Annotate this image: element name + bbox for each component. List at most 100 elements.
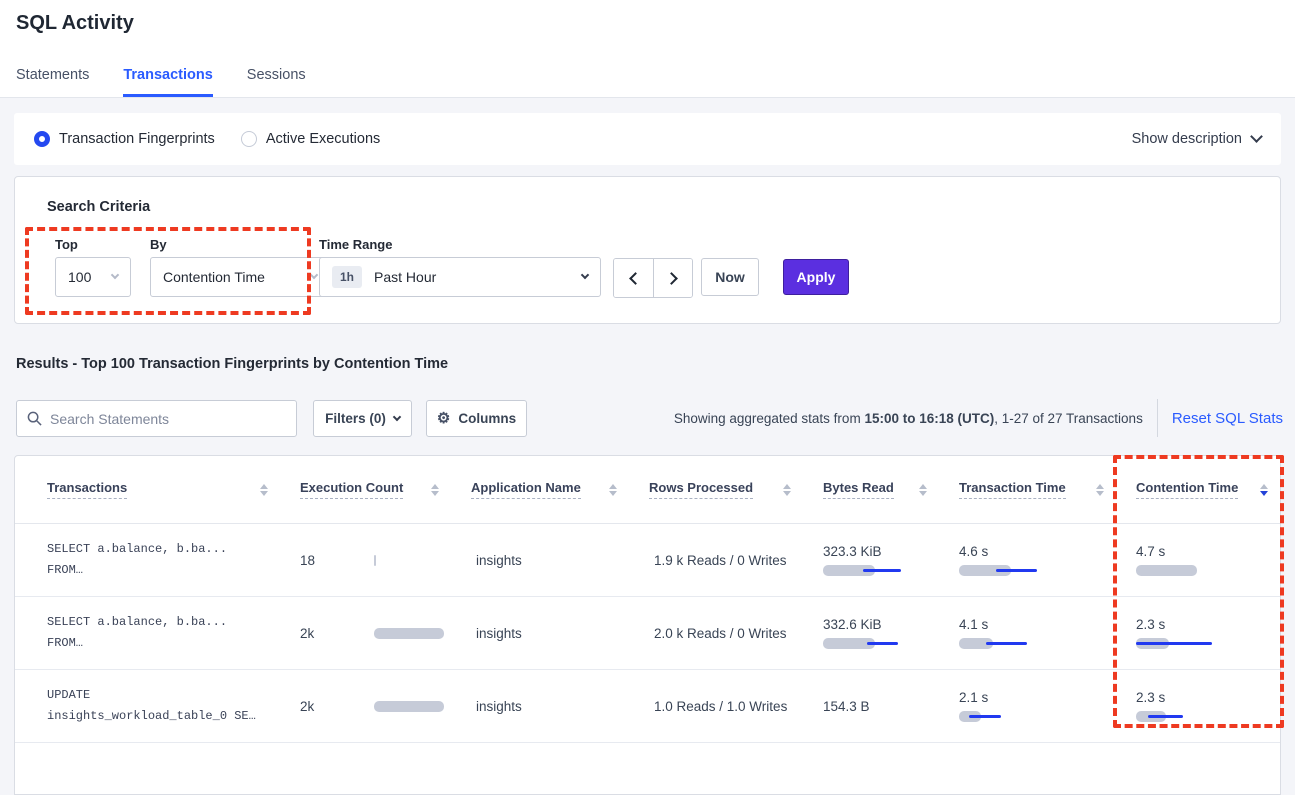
table-row: SELECT a.balance, b.ba... FROM… 2k insig…	[15, 597, 1280, 670]
transaction-time-bar	[959, 565, 1051, 576]
sort-icon[interactable]	[260, 483, 268, 496]
transaction-time-value: 4.1 s	[959, 617, 989, 632]
filters-label: Filters (0)	[325, 411, 386, 426]
execution-count-value: 2k	[300, 698, 315, 714]
time-range-dropdown[interactable]: 1h Past Hour	[319, 257, 601, 297]
transaction-fingerprint-link[interactable]: SELECT a.balance, b.ba... FROM…	[47, 612, 300, 654]
execution-count-value: 18	[300, 552, 316, 568]
transaction-time-value: 2.1 s	[959, 690, 989, 705]
column-header-contention-time[interactable]: Contention Time	[1136, 480, 1280, 499]
aggregated-stats-text: Showing aggregated stats from 15:00 to 1…	[674, 411, 1143, 426]
apply-button[interactable]: Apply	[783, 259, 849, 295]
tab-statements[interactable]: Statements	[16, 67, 90, 83]
reset-sql-stats-link[interactable]: Reset SQL Stats	[1171, 409, 1283, 427]
contention-time-value: 2.3 s	[1136, 617, 1166, 632]
application-name-value: insights	[476, 552, 522, 568]
vertical-divider	[1156, 399, 1158, 437]
top-select-value: 100	[68, 269, 92, 285]
radio-active-executions[interactable]: Active Executions	[240, 131, 381, 147]
transaction-fingerprint-link[interactable]: SELECT a.balance, b.ba... FROM…	[47, 539, 300, 581]
gear-icon: ⚙	[436, 410, 451, 427]
filters-button[interactable]: Filters (0)	[313, 400, 412, 437]
top-select[interactable]: 100	[55, 257, 131, 297]
column-header-application-name[interactable]: Application Name	[471, 480, 649, 499]
stats-suffix: , 1-27 of 27 Transactions	[994, 410, 1143, 426]
time-range-label: Time Range	[319, 237, 393, 252]
column-label: Contention Time	[1136, 480, 1239, 499]
by-label: By	[150, 237, 167, 252]
show-description-label: Show description	[1131, 131, 1242, 147]
view-toggle-bar: Transaction Fingerprints Active Executio…	[14, 113, 1281, 165]
query-line: insights_workload_table_0 SE…	[47, 709, 256, 723]
column-header-transaction-time[interactable]: Transaction Time	[959, 480, 1136, 499]
columns-button[interactable]: ⚙ Columns	[426, 400, 527, 437]
execution-count-cell: 2k	[300, 626, 471, 641]
query-line: SELECT a.balance, b.ba...	[47, 615, 228, 629]
prev-time-range-button[interactable]	[614, 259, 653, 297]
stats-range: 15:00 to 16:18 (UTC)	[864, 410, 995, 426]
table-row: UPDATE insights_workload_table_0 SE… 2k …	[15, 670, 1280, 743]
transaction-time-bar	[959, 711, 1051, 722]
sort-icon-active-desc[interactable]	[1260, 483, 1268, 496]
rows-processed-value: 1.9 k Reads / 0 Writes	[654, 552, 787, 568]
results-heading: Results - Top 100 Transaction Fingerprin…	[16, 356, 449, 372]
search-statements-box	[16, 400, 297, 437]
tab-transactions[interactable]: Transactions	[123, 67, 213, 97]
sort-icon[interactable]	[919, 483, 927, 496]
radio-unselected-icon	[240, 131, 257, 147]
tab-sessions[interactable]: Sessions	[246, 67, 306, 83]
show-description-toggle[interactable]: Show description	[1131, 130, 1263, 147]
contention-time-value: 2.3 s	[1136, 690, 1166, 705]
execution-count-cell: 2k	[300, 699, 471, 714]
radio-label: Active Executions	[265, 131, 381, 147]
search-statements-input[interactable]	[50, 410, 286, 427]
time-range-value: Past Hour	[374, 269, 437, 285]
contention-time-bar	[1136, 565, 1228, 576]
transactions-table: Transactions Execution Count Application…	[14, 455, 1281, 795]
next-time-range-button[interactable]	[653, 259, 692, 297]
column-header-bytes-read[interactable]: Bytes Read	[823, 480, 959, 499]
sort-icon[interactable]	[1096, 483, 1104, 496]
query-line: FROM…	[47, 563, 84, 577]
column-label: Transaction Time	[959, 480, 1066, 499]
transaction-time-bar	[959, 638, 1051, 649]
bytes-read-cell: 323.3 KiB	[823, 544, 959, 576]
column-header-rows-processed[interactable]: Rows Processed	[649, 480, 823, 499]
sort-icon[interactable]	[431, 483, 439, 496]
column-label: Bytes Read	[823, 480, 894, 499]
page-title: SQL Activity	[16, 12, 134, 34]
radio-transaction-fingerprints[interactable]: Transaction Fingerprints	[34, 131, 215, 147]
chevron-down-icon	[110, 270, 120, 279]
column-header-transactions[interactable]: Transactions	[47, 480, 300, 499]
bytes-read-cell: 154.3 B	[823, 699, 959, 714]
chevron-left-icon	[628, 271, 642, 285]
sort-icon[interactable]	[609, 483, 617, 496]
query-line: SELECT a.balance, b.ba...	[47, 542, 228, 556]
bytes-read-cell: 332.6 KiB	[823, 617, 959, 649]
transaction-fingerprint-link[interactable]: UPDATE insights_workload_table_0 SE…	[47, 685, 300, 727]
chevron-down-icon	[1250, 130, 1263, 143]
search-icon	[27, 411, 42, 426]
table-row: SELECT a.balance, b.ba... FROM… 18 insig…	[15, 524, 1280, 597]
time-range-badge: 1h	[332, 266, 363, 288]
chevron-down-icon	[392, 412, 402, 422]
contention-time-value: 4.7 s	[1136, 544, 1166, 559]
column-header-execution-count[interactable]: Execution Count	[300, 480, 471, 499]
now-button[interactable]: Now	[701, 258, 759, 296]
execution-count-bar	[374, 554, 466, 566]
stats-bar: Showing aggregated stats from 15:00 to 1…	[674, 398, 1283, 438]
execution-count-cell: 18	[300, 553, 471, 568]
search-criteria-heading: Search Criteria	[47, 199, 151, 215]
sort-icon[interactable]	[783, 483, 791, 496]
contention-time-cell: 4.7 s	[1136, 544, 1280, 576]
application-name-value: insights	[476, 698, 522, 714]
rows-processed-value: 2.0 k Reads / 0 Writes	[654, 625, 787, 641]
contention-time-cell: 2.3 s	[1136, 617, 1280, 649]
chevron-down-icon	[580, 270, 590, 279]
transaction-time-cell: 4.6 s	[959, 544, 1136, 576]
stats-prefix: Showing aggregated stats from	[673, 410, 865, 426]
contention-time-bar	[1136, 711, 1228, 722]
by-select[interactable]: Contention Time	[150, 257, 330, 297]
bytes-read-value: 154.3 B	[823, 698, 870, 714]
page-header: SQL Activity Statements Transactions Ses…	[0, 0, 1295, 98]
